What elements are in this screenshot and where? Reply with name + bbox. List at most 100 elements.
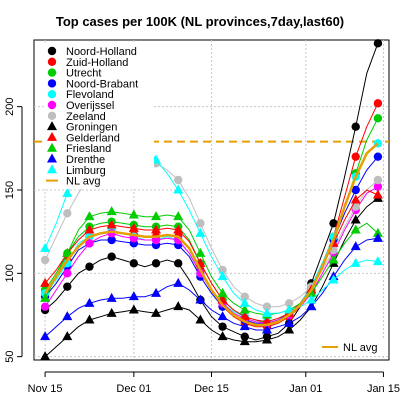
data-point [239, 297, 250, 307]
data-point [173, 277, 184, 287]
reference-legend-label: NL avg [343, 342, 377, 354]
data-point [328, 274, 339, 284]
legend-swatch [47, 79, 57, 88]
data-point [129, 259, 139, 268]
data-point [329, 219, 338, 228]
data-point [284, 324, 295, 334]
y-tick-label: 100 [4, 264, 16, 282]
data-point [351, 122, 360, 131]
data-point [306, 301, 317, 311]
data-point [173, 224, 184, 234]
data-point [373, 39, 383, 48]
data-point [40, 292, 51, 302]
data-point [372, 256, 383, 266]
data-point [195, 294, 206, 304]
data-point [217, 287, 228, 297]
reference-legend: NL avg [318, 338, 384, 356]
data-point [350, 194, 361, 204]
data-point [328, 254, 339, 264]
data-point [372, 189, 383, 199]
data-point [85, 239, 94, 248]
series-line [44, 237, 378, 338]
x-tick-label: Jan 01 [289, 383, 322, 395]
data-point [350, 257, 361, 267]
axes: Nov 15 Dec 01 Dec 15 Jan 01 Jan 15 50 100 150 20… [4, 97, 400, 395]
data-point [62, 331, 73, 341]
chart-title: Top cases per 100K (NL provinces,7day,la… [56, 14, 344, 29]
data-point [40, 302, 50, 311]
legend-swatch [47, 131, 57, 141]
legend-swatch [47, 142, 57, 152]
legend-swatch [47, 46, 57, 56]
data-point [63, 269, 72, 278]
data-point [239, 336, 250, 346]
x-tick-label: Dec 01 [116, 383, 151, 395]
data-point [40, 255, 50, 265]
data-point [85, 262, 94, 271]
data-point [240, 292, 249, 301]
x-tick-label: Nov 15 [28, 383, 63, 395]
series-line [44, 142, 379, 327]
legend-label: Flevoland [66, 89, 114, 101]
y-tick-label: 150 [4, 181, 16, 199]
data-point [239, 321, 250, 331]
data-point [373, 175, 383, 185]
data-point [40, 242, 51, 252]
data-point [84, 314, 95, 324]
data-point [128, 222, 139, 232]
y-tick-label: 50 [4, 351, 16, 363]
data-point [63, 282, 72, 291]
data-point [128, 291, 139, 301]
data-point [261, 334, 272, 344]
data-point [62, 247, 73, 257]
data-point [151, 224, 162, 234]
data-point [217, 271, 228, 281]
data-point [351, 185, 360, 195]
data-point [84, 211, 95, 221]
legend-box [44, 44, 154, 189]
data-point [195, 227, 206, 237]
series-line [44, 197, 379, 358]
data-point [40, 351, 51, 361]
data-point [373, 152, 383, 161]
legend-label: Noord-Holland [66, 46, 137, 58]
data-point [351, 152, 360, 161]
data-point [239, 304, 250, 314]
legend-label: Zuid-Holland [66, 57, 128, 69]
data-point [261, 324, 272, 334]
data-point [351, 202, 360, 211]
data-point [128, 209, 139, 219]
data-point [106, 219, 117, 229]
series-line [44, 43, 379, 341]
data-point [239, 311, 250, 321]
data-point [261, 307, 272, 317]
data-point [261, 316, 272, 326]
data-point [151, 259, 161, 268]
data-point [151, 307, 162, 317]
data-point [373, 114, 383, 123]
legend-label: Zeeland [66, 111, 106, 123]
legend-label: Overijssel [66, 100, 114, 112]
legend-swatch [47, 57, 57, 66]
x-tick-label: Jan 15 [367, 383, 400, 395]
legend-label: Groningen [66, 122, 117, 134]
data-point [62, 311, 73, 321]
legend-label: Limburg [66, 165, 106, 177]
data-point [84, 297, 95, 307]
data-point [173, 184, 184, 194]
legend-label: Friesland [66, 143, 111, 155]
data-point [195, 247, 206, 257]
legend: Noord-HollandZuid-HollandUtrechtNoord-Br… [44, 44, 154, 189]
data-point [40, 277, 51, 287]
reference-legend-box [318, 338, 384, 356]
data-point [218, 322, 227, 331]
data-point [174, 175, 183, 185]
data-point [284, 317, 295, 327]
legend-swatch [47, 90, 57, 99]
data-point [107, 252, 116, 261]
data-point [284, 299, 294, 308]
data-point [372, 232, 383, 242]
data-point [107, 235, 116, 245]
